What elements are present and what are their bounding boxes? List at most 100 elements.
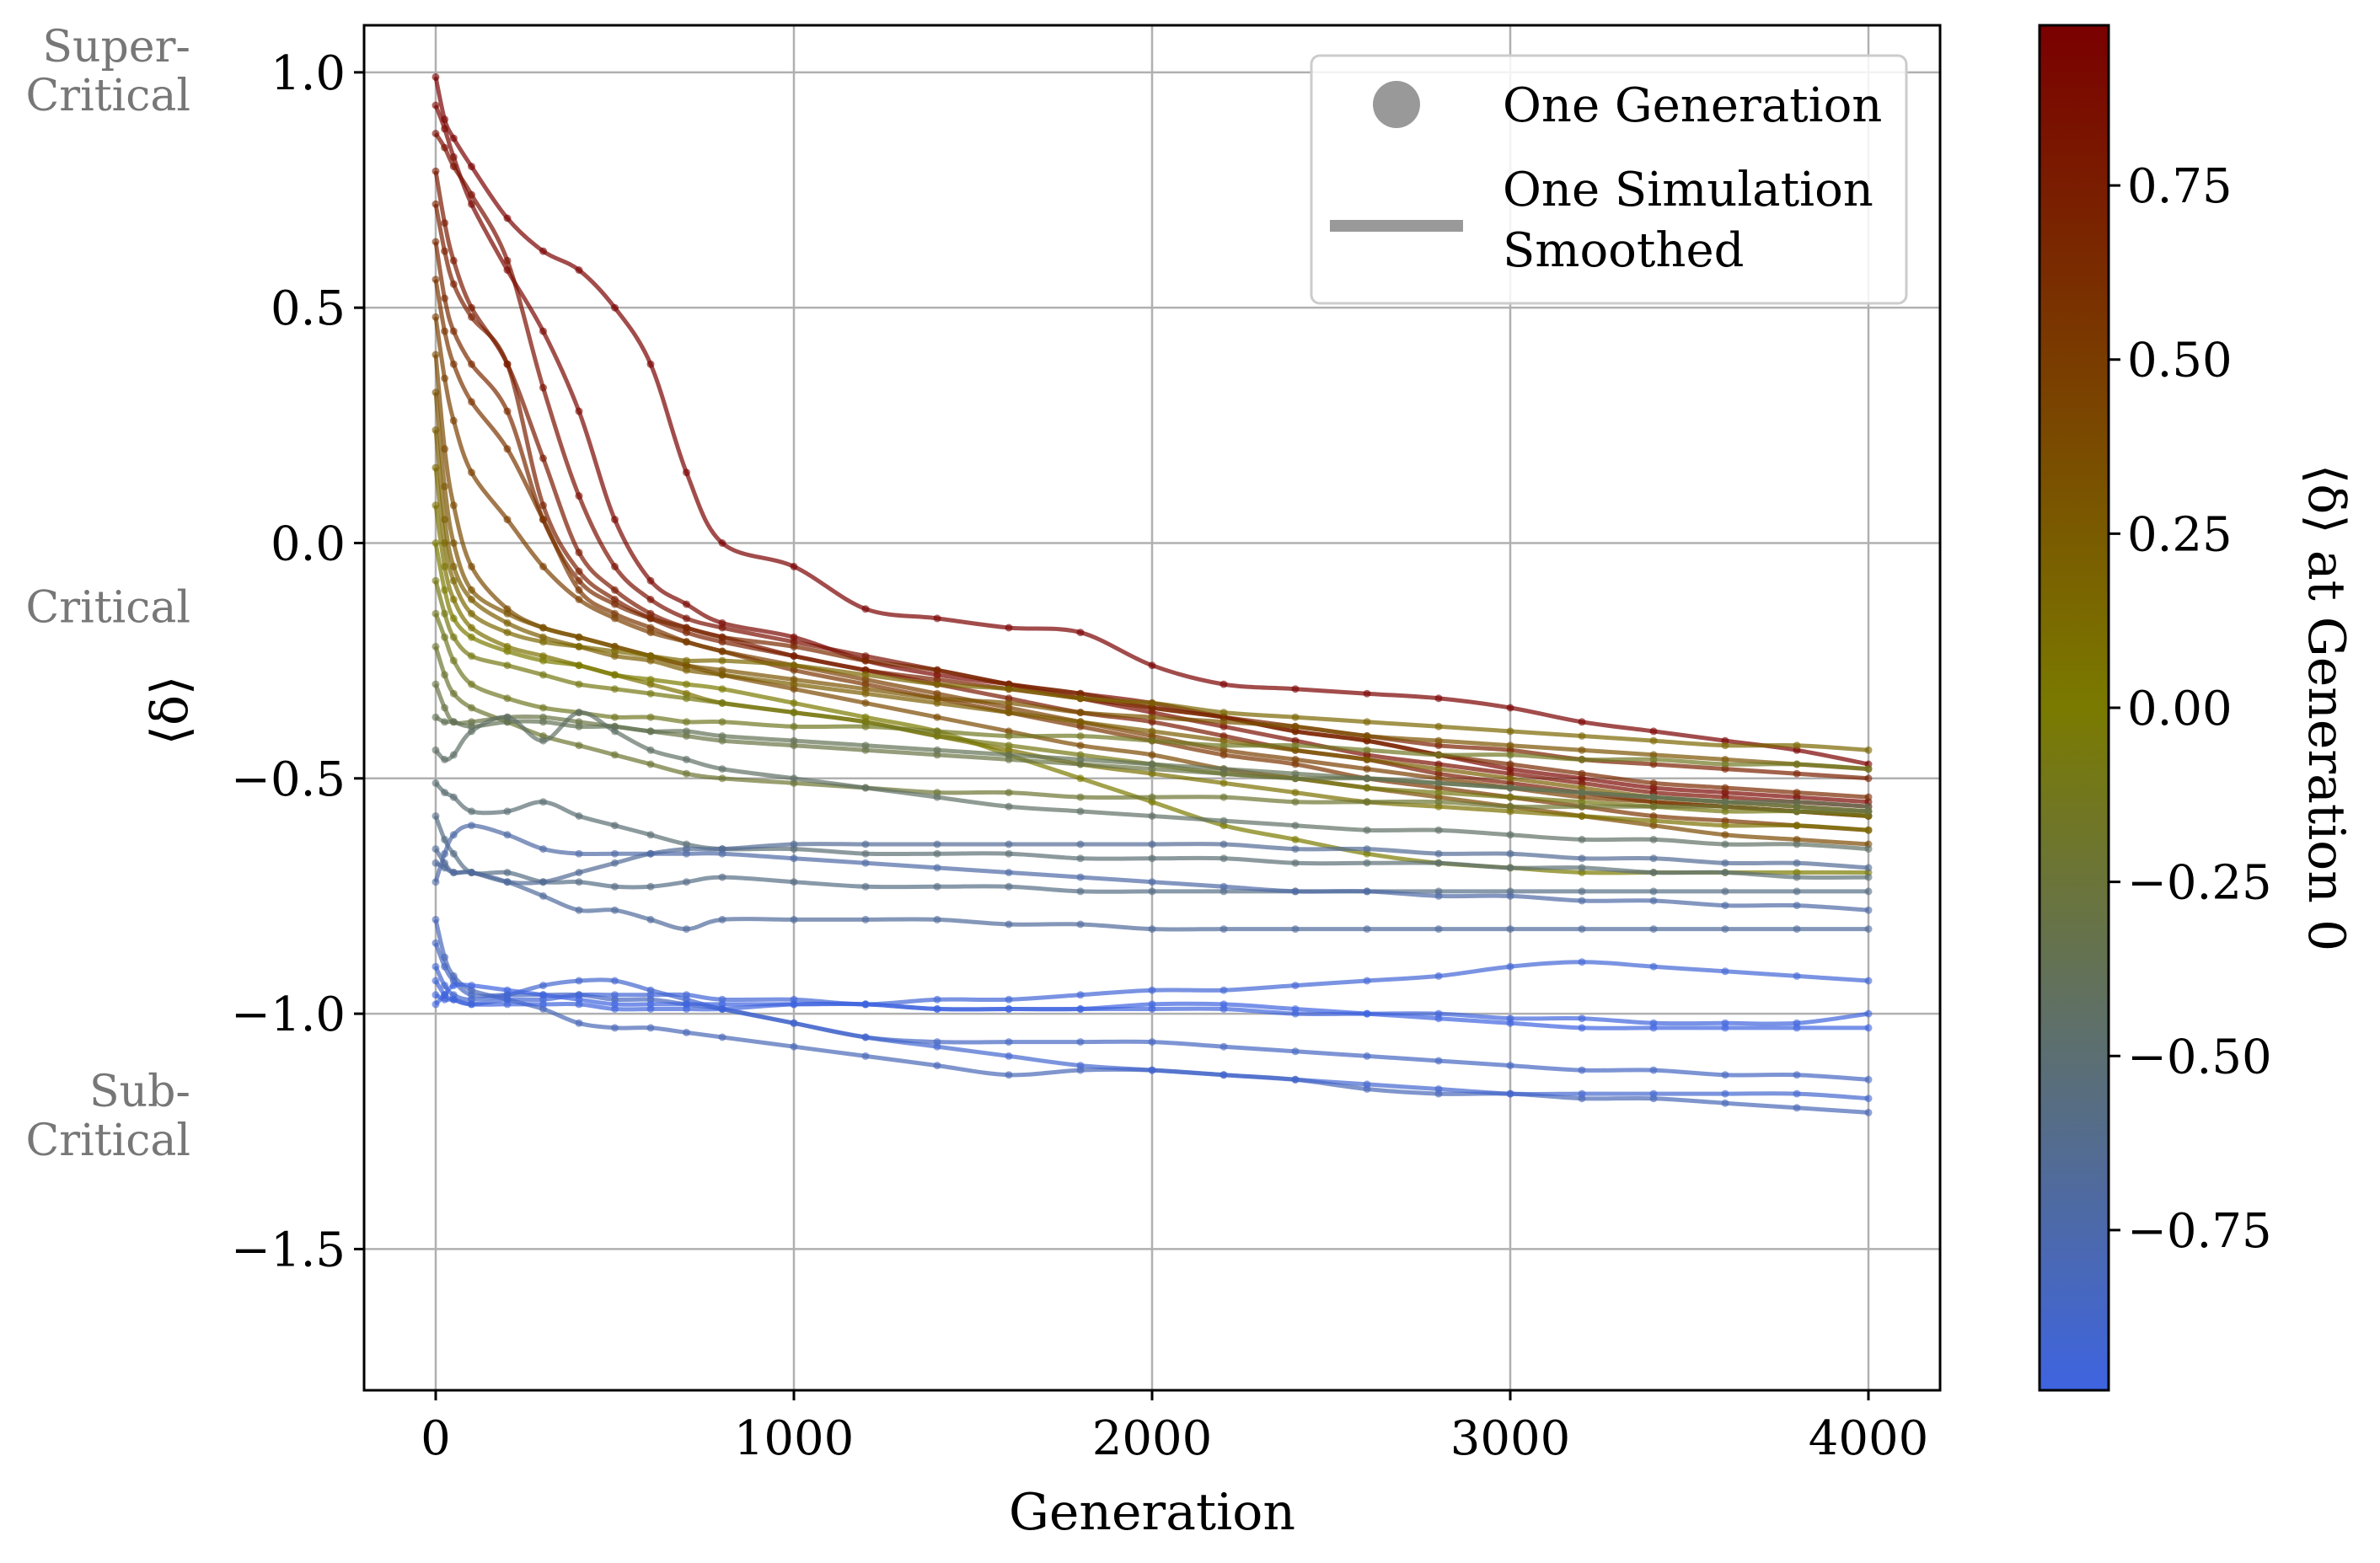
series-29-point-2: [449, 995, 458, 1004]
series-26-point-20: [1434, 1057, 1443, 1065]
x-tick-label-0: 0: [421, 1411, 451, 1466]
series-28-point-16: [1148, 986, 1156, 994]
series-29-point-26: [1864, 1009, 1873, 1018]
series-2-point-9: [683, 614, 690, 623]
series-28-point-26: [1864, 977, 1873, 985]
series-7-point-8: [646, 629, 655, 637]
series-13-point-8: [646, 676, 655, 683]
series-24-point-19: [1363, 887, 1371, 896]
series-21-point-26: [1864, 887, 1873, 896]
series-2-point-3: [468, 190, 475, 199]
series-22-point-26: [1864, 864, 1873, 872]
series-19-point-6: [575, 709, 583, 717]
y-tick-label-4: −1.0: [231, 988, 346, 1042]
series-2-point-6: [575, 492, 583, 500]
series-23-point-10: [718, 915, 726, 923]
series-22-point-11: [790, 840, 798, 848]
series-20-point-13: [933, 849, 941, 858]
series-27-point-1: [441, 982, 449, 990]
series-9-point-14: [1005, 699, 1013, 707]
series-4-point-3: [468, 313, 475, 321]
series-12-point-17: [1219, 779, 1228, 787]
colorbar-tick-label-1: 0.50: [2127, 334, 2233, 388]
series-19-point-20: [1434, 826, 1443, 834]
x-axis-label: Generation: [1009, 1483, 1295, 1542]
series-30-point-10: [718, 1000, 726, 1009]
series-3-point-0: [432, 167, 440, 175]
series-19-point-4: [503, 713, 512, 721]
series-24-point-22: [1578, 897, 1586, 905]
series-5-point-10: [718, 633, 726, 641]
series-27-point-13: [933, 1042, 941, 1051]
series-28-point-17: [1219, 986, 1228, 994]
series-15-point-15: [1076, 732, 1085, 740]
series-8-point-3: [468, 562, 475, 570]
series-27-point-12: [861, 1033, 870, 1041]
series-30-point-25: [1793, 1024, 1801, 1032]
series-30-point-13: [933, 1005, 941, 1013]
series-30-point-5: [539, 991, 547, 999]
series-16-point-1: [441, 671, 449, 679]
series-16-point-18: [1291, 798, 1300, 806]
series-7-point-10: [718, 647, 726, 656]
series-23-point-2: [449, 869, 458, 876]
series-14-point-20: [1434, 789, 1443, 797]
series-6-point-1: [441, 327, 449, 335]
series-21-point-7: [611, 882, 619, 891]
series-30-point-14: [1005, 1005, 1013, 1013]
series-26-point-24: [1721, 1071, 1729, 1079]
series-21-point-4: [503, 869, 512, 876]
series-0-point-9: [683, 468, 690, 477]
series-23-point-22: [1578, 925, 1586, 934]
series-13-point-7: [611, 671, 619, 679]
series-5-point-21: [1506, 760, 1514, 768]
series-24-point-14: [1005, 869, 1013, 876]
series-22-point-13: [933, 840, 941, 848]
series-20-point-6: [575, 812, 583, 820]
series-11-point-8: [646, 652, 655, 661]
series-19-point-5: [539, 736, 547, 745]
series-23-point-17: [1219, 925, 1228, 934]
series-21-point-23: [1649, 887, 1658, 896]
series-3-point-6: [575, 549, 583, 557]
series-30-point-9: [683, 1000, 690, 1009]
series-6-point-4: [503, 445, 512, 453]
series-30-point-20: [1434, 1014, 1443, 1023]
series-23-point-11: [790, 915, 798, 923]
series-9-point-3: [468, 586, 475, 594]
series-26-point-14: [1005, 1038, 1013, 1046]
series-22-point-25: [1793, 859, 1801, 867]
series-28-point-25: [1793, 972, 1801, 980]
series-19-point-13: [933, 793, 941, 801]
series-7-point-1: [441, 374, 449, 383]
series-23-point-9: [683, 925, 690, 934]
series-0-point-13: [933, 614, 941, 623]
series-18-point-11: [790, 736, 798, 745]
colorbar: [2038, 24, 2110, 1392]
series-6-point-2: [449, 360, 458, 368]
series-15-point-17: [1219, 741, 1228, 750]
series-0-point-8: [646, 360, 655, 368]
series-25: [432, 915, 1873, 1116]
legend-entry-0-label: One Generation: [1503, 78, 1882, 133]
series-11-point-22: [1578, 732, 1586, 740]
series-20-point-14: [1005, 849, 1013, 858]
series-28-point-18: [1291, 982, 1300, 990]
series-22-point-0: [432, 845, 440, 854]
series-22-point-15: [1076, 840, 1085, 848]
series-10-point-12: [861, 689, 870, 698]
series-8-point-12: [861, 699, 870, 707]
series-13-point-5: [539, 656, 547, 665]
series-18-point-23: [1649, 793, 1658, 801]
series-13-point-10: [718, 685, 726, 693]
series-30-point-19: [1363, 1009, 1371, 1018]
series-11-point-14: [1005, 685, 1013, 693]
series-20-point-15: [1076, 854, 1085, 863]
series-23-point-6: [575, 906, 583, 914]
series-16-point-16: [1148, 793, 1156, 801]
series-0-point-0: [432, 72, 440, 81]
series-27-point-11: [790, 1019, 798, 1027]
series-21-point-11: [790, 878, 798, 886]
series-22-point-19: [1363, 845, 1371, 854]
series-7-point-9: [683, 638, 690, 646]
